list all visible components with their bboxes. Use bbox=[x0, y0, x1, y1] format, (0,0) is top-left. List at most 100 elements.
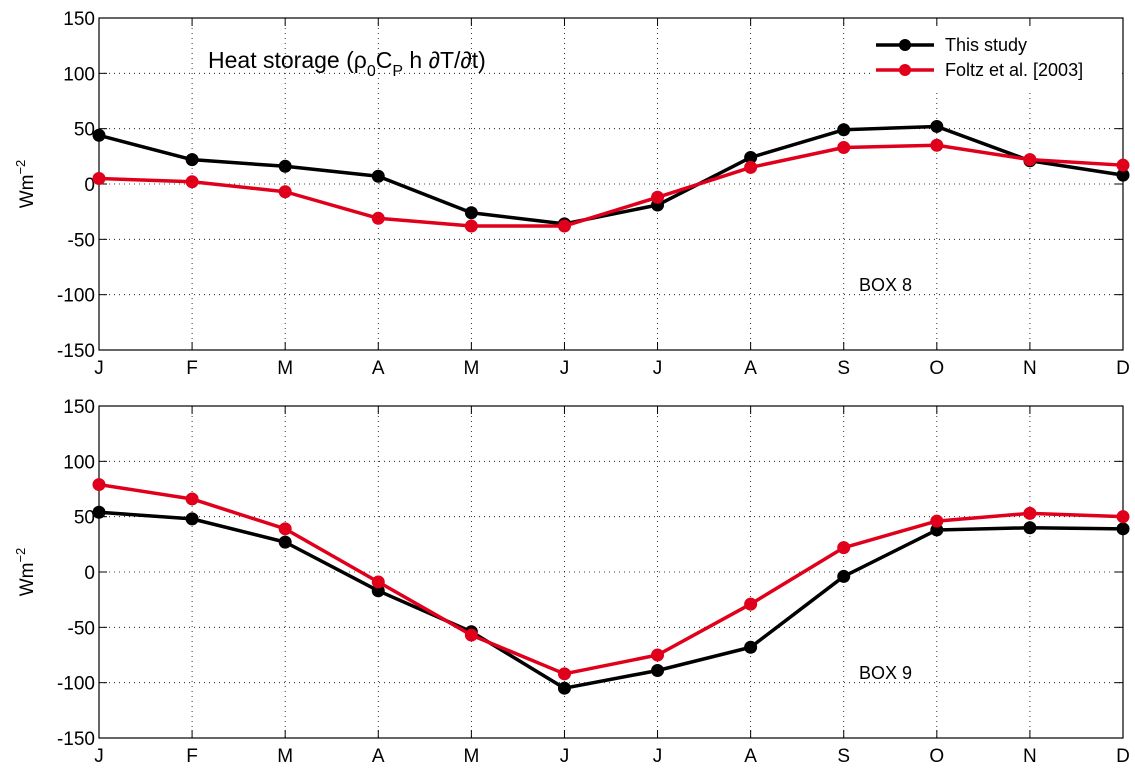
data-point bbox=[1116, 158, 1130, 172]
y-tick-label: -100 bbox=[57, 674, 95, 695]
data-point bbox=[744, 640, 758, 654]
series-line-this-study bbox=[98, 510, 1124, 690]
y-axis-label: Wm−2 bbox=[13, 548, 38, 597]
x-tick-label: F bbox=[186, 746, 198, 765]
legend-box bbox=[870, 28, 1122, 90]
y-tick-label: 50 bbox=[74, 120, 95, 141]
x-tick-label: M bbox=[277, 746, 293, 765]
y-axis-label-base: Wm bbox=[17, 175, 38, 209]
data-point bbox=[1023, 506, 1037, 520]
data-point bbox=[464, 206, 478, 220]
data-point bbox=[371, 211, 385, 225]
data-point bbox=[278, 535, 292, 549]
data-point bbox=[1023, 153, 1037, 167]
series-line-this-study bbox=[98, 124, 1124, 226]
data-point bbox=[185, 153, 199, 167]
x-tick-label: A bbox=[372, 358, 385, 379]
series-line-foltz bbox=[98, 143, 1124, 228]
data-point bbox=[837, 541, 851, 555]
x-tick-label: M bbox=[463, 746, 479, 765]
panel-box8: -150 -100 -50 0 50 100 150 J F M A M J J A S O N D Wm−2 BOX … bbox=[13, 9, 1130, 379]
box-annotation: BOX 9 bbox=[859, 663, 912, 683]
chart-title-part: 0 bbox=[367, 63, 376, 80]
legend-marker bbox=[899, 39, 911, 51]
data-point bbox=[930, 119, 944, 133]
legend-label: This study bbox=[945, 35, 1027, 55]
data-point bbox=[185, 512, 199, 526]
data-point bbox=[92, 171, 106, 185]
x-tick-label: J bbox=[560, 746, 570, 765]
y-tick-label: -50 bbox=[68, 618, 95, 639]
data-point bbox=[278, 522, 292, 536]
data-point bbox=[371, 575, 385, 589]
y-tick-label: 0 bbox=[84, 175, 95, 196]
data-point bbox=[278, 159, 292, 173]
y-tick-label: -150 bbox=[57, 729, 95, 750]
x-tick-label: N bbox=[1023, 746, 1037, 765]
legend-marker bbox=[899, 64, 911, 76]
y-tick-label: 150 bbox=[63, 9, 95, 30]
y-tick-label: 100 bbox=[63, 452, 95, 473]
data-point bbox=[185, 175, 199, 189]
data-point bbox=[92, 128, 106, 142]
data-point bbox=[1116, 522, 1130, 536]
x-tick-label: A bbox=[744, 358, 757, 379]
data-point bbox=[837, 140, 851, 154]
data-point bbox=[92, 505, 106, 519]
data-point bbox=[1116, 510, 1130, 524]
data-point bbox=[744, 597, 758, 611]
data-point bbox=[92, 478, 106, 492]
data-point bbox=[371, 169, 385, 183]
x-tick-label: J bbox=[653, 746, 663, 765]
x-tick-label: S bbox=[837, 358, 850, 379]
y-tick-label: 0 bbox=[84, 563, 95, 584]
data-point bbox=[185, 492, 199, 506]
x-tick-label: S bbox=[837, 746, 850, 765]
y-axis-label-exponent: −2 bbox=[13, 160, 28, 175]
x-tick-label: N bbox=[1023, 358, 1037, 379]
x-tick-label: J bbox=[94, 358, 104, 379]
panel-box9: -150 -100 -50 0 50 100 150 J F M A M J J A S O N D Wm−2 BOX … bbox=[13, 397, 1130, 767]
y-tick-label: -100 bbox=[57, 286, 95, 307]
x-tick-label: F bbox=[186, 358, 198, 379]
legend: This study Foltz et al. [2003] bbox=[870, 28, 1122, 90]
x-tick-label: J bbox=[560, 358, 570, 379]
x-tick-label: M bbox=[463, 358, 479, 379]
data-point bbox=[557, 667, 571, 681]
data-point bbox=[278, 185, 292, 199]
data-point bbox=[837, 123, 851, 137]
data-point bbox=[1023, 521, 1037, 535]
y-axis-label-base: Wm bbox=[17, 563, 38, 597]
x-tick-label: J bbox=[653, 358, 663, 379]
x-tick-label: D bbox=[1116, 358, 1130, 379]
y-tick-label: -50 bbox=[68, 230, 95, 251]
x-tick-label: A bbox=[372, 746, 385, 765]
data-point bbox=[744, 160, 758, 174]
y-tick-label: -150 bbox=[57, 341, 95, 362]
chart-title: Heat storage (ρ0CP h ∂T/∂t) bbox=[208, 47, 486, 80]
x-tick-label: O bbox=[929, 746, 944, 765]
data-point bbox=[464, 219, 478, 233]
y-tick-label: 50 bbox=[74, 508, 95, 529]
chart-title-part: Heat storage (ρ bbox=[208, 47, 367, 73]
box-annotation: BOX 8 bbox=[859, 275, 912, 295]
y-tick-label: 100 bbox=[63, 64, 95, 85]
data-point bbox=[557, 219, 571, 233]
chart-title-part: P bbox=[392, 63, 403, 80]
x-tick-label: A bbox=[744, 746, 757, 765]
x-tick-label: O bbox=[929, 358, 944, 379]
legend-label: Foltz et al. [2003] bbox=[945, 60, 1083, 80]
series-line-foltz bbox=[98, 482, 1124, 676]
chart-title-part: h ∂T/∂t) bbox=[403, 47, 486, 73]
data-point bbox=[930, 138, 944, 152]
x-tick-label: M bbox=[277, 358, 293, 379]
x-tick-label: D bbox=[1116, 746, 1130, 765]
data-point bbox=[464, 628, 478, 642]
data-point bbox=[651, 648, 665, 662]
data-point bbox=[651, 663, 665, 677]
data-point bbox=[837, 569, 851, 583]
data-point bbox=[651, 190, 665, 204]
data-point bbox=[930, 514, 944, 528]
y-tick-label: 150 bbox=[63, 397, 95, 418]
